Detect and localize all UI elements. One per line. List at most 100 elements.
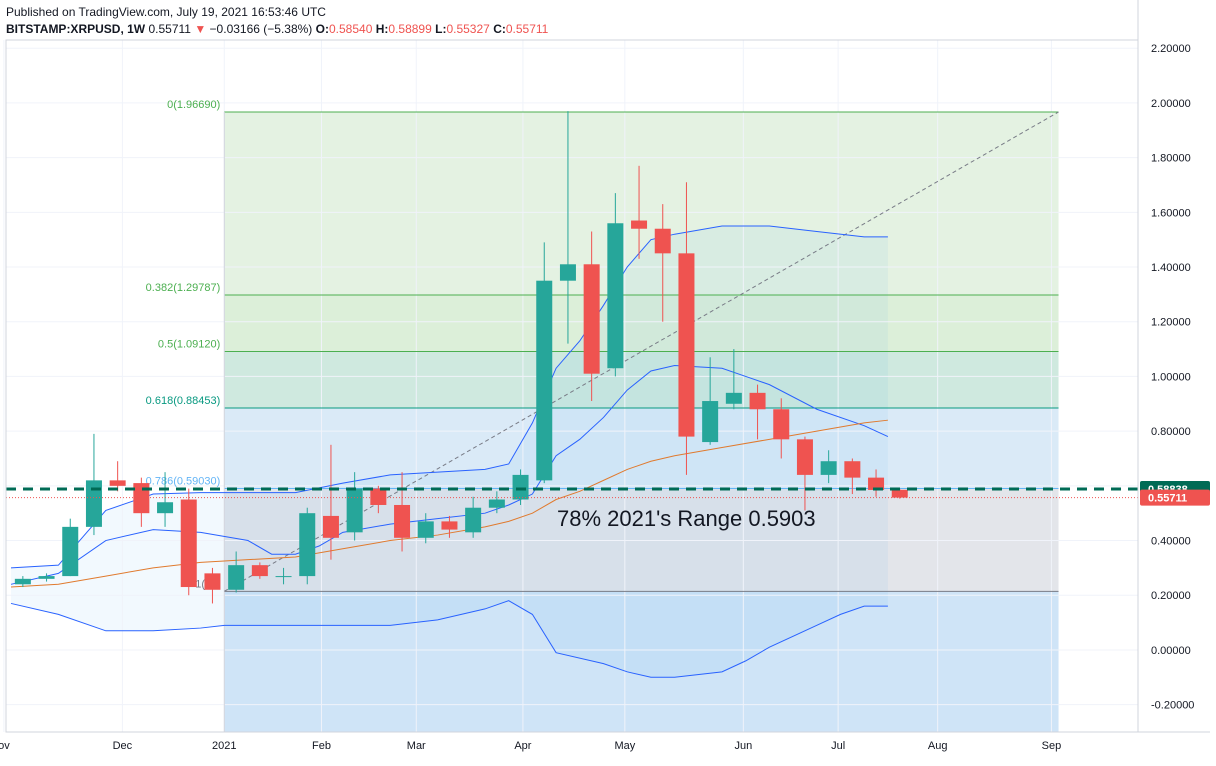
candle-body (133, 483, 150, 514)
open-value: 0.58540 (328, 22, 373, 36)
candle-body (180, 499, 197, 588)
candle-body (607, 223, 624, 369)
price-lines[interactable] (6, 487, 1138, 499)
candle-body (796, 439, 813, 475)
fibonacci-zone (224, 408, 1059, 489)
candle-body (773, 409, 790, 440)
high-label: H: (375, 22, 389, 36)
bollinger-fill (11, 225, 888, 678)
candle-body (275, 576, 292, 578)
time-tick-label: Dec (113, 740, 133, 752)
candle-body (654, 228, 671, 254)
candle-body (512, 474, 529, 500)
time-tick-label: Jul (831, 740, 845, 752)
fibonacci-trend-line (224, 111, 1059, 592)
candle-body (85, 480, 102, 527)
candle-body (157, 502, 174, 514)
time-tick-label: 2021 (212, 740, 236, 752)
candle-body (583, 264, 600, 374)
candle-body (417, 521, 434, 538)
price-tick-label: 2.20000 (1151, 43, 1191, 55)
candle-body (702, 401, 719, 443)
close-value: 0.55711 (505, 22, 549, 36)
time-tick-label: Sep (1042, 740, 1062, 752)
fibonacci-zone (224, 294, 1059, 352)
high-value: 0.58899 (388, 22, 432, 36)
candle-body (346, 488, 363, 533)
candle-body (820, 461, 837, 475)
last-price: 0.55711 (148, 22, 191, 36)
candle-body (204, 573, 221, 590)
candle-body (868, 477, 885, 490)
candle-body (109, 480, 126, 486)
candle-body (631, 220, 648, 229)
price-tick-label: 0.80000 (1151, 426, 1191, 438)
open-label: O: (315, 22, 329, 36)
price-axis[interactable]: 2.20000 2.00000 1.80000 1.60000 1.40000 1.200… (1137, 0, 1210, 732)
low-label: L: (435, 22, 447, 36)
time-tick-label: Mar (407, 740, 426, 752)
price-tick-label: -0.20000 (1151, 700, 1194, 712)
time-axis[interactable]: ov Dec 2021 Feb Mar Apr May Jun Jul Aug Sep (0, 731, 1210, 752)
candle-body (559, 264, 576, 281)
candle-body (536, 280, 553, 481)
price-tick-label: 1.40000 (1151, 262, 1191, 274)
change-down-icon: ▼ (194, 22, 207, 36)
fibonacci-zone (224, 591, 1059, 732)
range-annotation[interactable]: 78% 2021's Range 0.5903 (557, 506, 816, 531)
candle-body (299, 513, 316, 577)
candle-body (465, 507, 482, 533)
fibonacci-levels[interactable]: 0(1.96690) 0.382(1.29787) 0.5(1.09120) 0.61… (146, 99, 1059, 732)
price-tick-label: 0.20000 (1151, 590, 1191, 602)
candle-body (749, 392, 766, 410)
candle-body (488, 499, 505, 508)
candle-body (228, 565, 245, 590)
fibonacci-level-label: 0.618(0.88453) (146, 395, 221, 407)
last-price-tag: 0.55711 (1148, 493, 1187, 505)
candle-body (370, 488, 387, 505)
price-tick-label: 1.60000 (1151, 207, 1191, 219)
fibonacci-zone (224, 111, 1059, 295)
bollinger-middle-line (10, 364, 889, 585)
last-price-tag-box (1140, 489, 1210, 506)
candle-body (322, 515, 339, 538)
price-tick-label: 1.20000 (1151, 317, 1191, 329)
symbol-legend: BITSTAMP:XRPUSD, 1W 0.55711 ▼ −0.03166 (… (6, 22, 548, 36)
price-tick-label: 0.40000 (1151, 536, 1191, 548)
candle-body (441, 521, 458, 530)
candle-body (844, 461, 861, 478)
candle-body (394, 504, 411, 538)
time-tick-label: Feb (312, 740, 331, 752)
close-label: C: (493, 22, 506, 36)
candle-body (14, 578, 31, 585)
time-tick-label: Apr (514, 740, 531, 752)
time-tick-label: May (614, 740, 635, 752)
fibonacci-fills (11, 111, 1059, 732)
price-tick-label: 1.80000 (1151, 153, 1191, 165)
bollinger-lower-line (10, 600, 888, 678)
symbol-name[interactable]: BITSTAMP:XRPUSD, 1W (6, 22, 146, 36)
fibonacci-level-label: 0(1.96690) (167, 99, 220, 111)
candle-body (251, 565, 268, 577)
candle-body (891, 489, 908, 498)
time-tick-label: Aug (928, 740, 948, 752)
bollinger-upper-line (10, 225, 888, 569)
candlesticks[interactable] (14, 111, 908, 604)
price-tick-label: 1.00000 (1151, 371, 1191, 383)
published-info: Published on TradingView.com, July 19, 2… (6, 5, 326, 19)
fibonacci-zone (224, 351, 1059, 409)
candle-body (725, 392, 742, 404)
candle-body (678, 253, 695, 437)
fibonacci-level-label: 0.382(1.29787) (146, 282, 221, 294)
price-tick-label: 2.00000 (1151, 98, 1191, 110)
fibonacci-level-label: 0.786(0.59030) (146, 475, 221, 487)
low-value: 0.55327 (446, 22, 490, 36)
candle-body (38, 576, 55, 579)
plot-border (5, 39, 1139, 733)
grid-lines (3, 40, 1138, 732)
time-tick-label: ov (0, 740, 10, 752)
time-tick-label: Jun (734, 740, 752, 752)
price-change: −0.03166 (−5.38%) (209, 22, 313, 36)
price-tick-label: 0.00000 (1151, 645, 1191, 657)
